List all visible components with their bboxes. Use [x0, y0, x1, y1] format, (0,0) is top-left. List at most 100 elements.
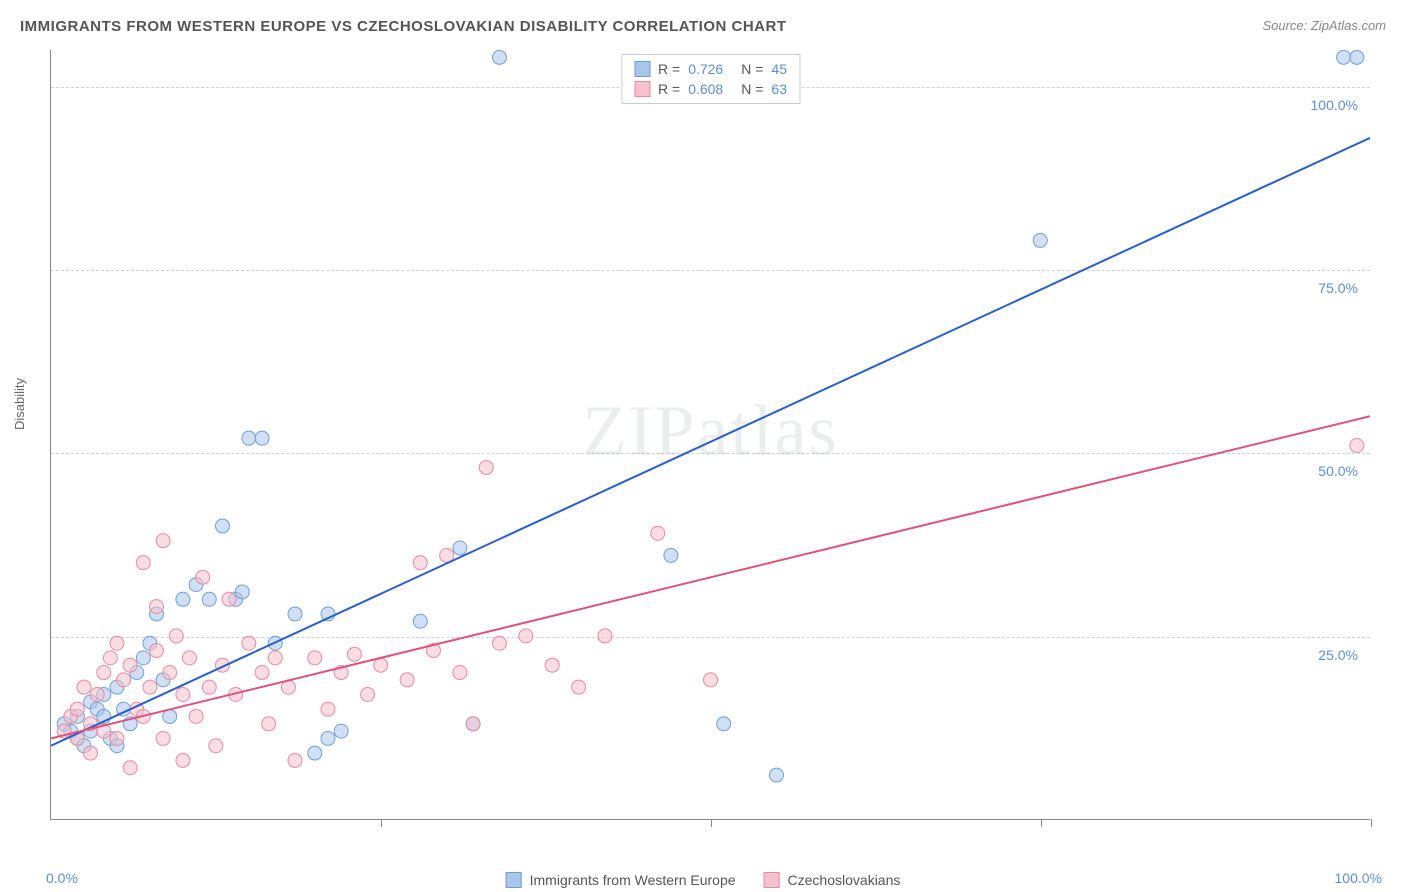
scatter-point [769, 768, 783, 782]
correlation-legend: R = 0.726 N = 45 R = 0.608 N = 63 [621, 54, 800, 104]
y-axis-label: Disability [12, 378, 27, 430]
scatter-point [334, 724, 348, 738]
scatter-point [235, 585, 249, 599]
legend-item: Immigrants from Western Europe [506, 872, 736, 888]
scatter-point [1033, 233, 1047, 247]
scatter-point [242, 431, 256, 445]
scatter-point [150, 600, 164, 614]
x-tick [1371, 819, 1372, 827]
plot-region: ZIPatlas R =0.726N =45R =0.608N =63 25.0… [50, 50, 1370, 820]
scatter-point [413, 556, 427, 570]
chart-area: ZIPatlas R =0.726N =45R =0.608N =63 25.0… [50, 50, 1370, 820]
scatter-point [196, 570, 210, 584]
scatter-point [598, 629, 612, 643]
legend-r-label: R = [658, 81, 680, 97]
scatter-point [572, 680, 586, 694]
scatter-point [1337, 50, 1351, 64]
legend-r-label: R = [658, 61, 680, 77]
scatter-point [215, 519, 229, 533]
scatter-point [651, 526, 665, 540]
scatter-point [255, 666, 269, 680]
scatter-point [136, 556, 150, 570]
scatter-point [150, 644, 164, 658]
scatter-point [492, 636, 506, 650]
scatter-point [308, 651, 322, 665]
legend-label: Immigrants from Western Europe [530, 872, 736, 888]
scatter-point [136, 651, 150, 665]
scatter-point [209, 739, 223, 753]
scatter-point [545, 658, 559, 672]
scatter-point [110, 636, 124, 650]
scatter-point [176, 592, 190, 606]
scatter-point [156, 731, 170, 745]
scatter-point [156, 534, 170, 548]
scatter-point [176, 753, 190, 767]
legend-r-value: 0.726 [688, 61, 723, 77]
scatter-point [222, 592, 236, 606]
legend-swatch [506, 872, 522, 888]
x-tick [1041, 819, 1042, 827]
x-tick-label: 100.0% [1335, 870, 1382, 886]
trend-line [51, 416, 1370, 738]
scatter-point [479, 460, 493, 474]
legend-n-label: N = [741, 61, 763, 77]
scatter-point [189, 709, 203, 723]
scatter-point [84, 746, 98, 760]
scatter-point [143, 680, 157, 694]
legend-swatch [634, 61, 650, 77]
legend-n-value: 45 [771, 61, 787, 77]
series-legend: Immigrants from Western Europe Czechoslov… [506, 872, 901, 888]
chart-title: IMMIGRANTS FROM WESTERN EUROPE VS CZECHO… [20, 18, 787, 35]
scatter-point [70, 702, 84, 716]
legend-n-value: 63 [771, 81, 787, 97]
scatter-point [123, 761, 137, 775]
scatter-point [103, 651, 117, 665]
scatter-point [123, 658, 137, 672]
scatter-point [90, 688, 104, 702]
legend-row: R = 0.726 N = 45 [634, 59, 787, 79]
scatter-point [268, 651, 282, 665]
scatter-point [97, 666, 111, 680]
legend-n-label: N = [741, 81, 763, 97]
scatter-point [1350, 438, 1364, 452]
scatter-point [321, 731, 335, 745]
scatter-point [664, 548, 678, 562]
scatter-point [717, 717, 731, 731]
scatter-point [347, 647, 361, 661]
scatter-point [1350, 50, 1364, 64]
plot-svg [51, 50, 1370, 819]
scatter-point [202, 592, 216, 606]
scatter-point [453, 666, 467, 680]
scatter-point [110, 731, 124, 745]
scatter-point [321, 702, 335, 716]
source-attribution: Source: ZipAtlas.com [1262, 18, 1386, 33]
scatter-point [400, 673, 414, 687]
scatter-point [163, 666, 177, 680]
scatter-point [466, 717, 480, 731]
scatter-point [492, 50, 506, 64]
scatter-point [308, 746, 322, 760]
scatter-point [374, 658, 388, 672]
x-tick [711, 819, 712, 827]
scatter-point [704, 673, 718, 687]
scatter-point [255, 431, 269, 445]
scatter-point [117, 673, 131, 687]
scatter-point [183, 651, 197, 665]
legend-item: Czechoslovakians [764, 872, 901, 888]
scatter-point [262, 717, 276, 731]
legend-row: R = 0.608 N = 63 [634, 79, 787, 99]
scatter-point [202, 680, 216, 694]
legend-swatch [634, 81, 650, 97]
scatter-point [77, 680, 91, 694]
scatter-point [288, 753, 302, 767]
scatter-point [288, 607, 302, 621]
scatter-point [413, 614, 427, 628]
legend-label: Czechoslovakians [788, 872, 901, 888]
scatter-point [519, 629, 533, 643]
legend-r-value: 0.608 [688, 81, 723, 97]
scatter-point [176, 688, 190, 702]
scatter-point [361, 688, 375, 702]
x-tick-label: 0.0% [46, 870, 78, 886]
scatter-point [453, 541, 467, 555]
scatter-point [169, 629, 183, 643]
